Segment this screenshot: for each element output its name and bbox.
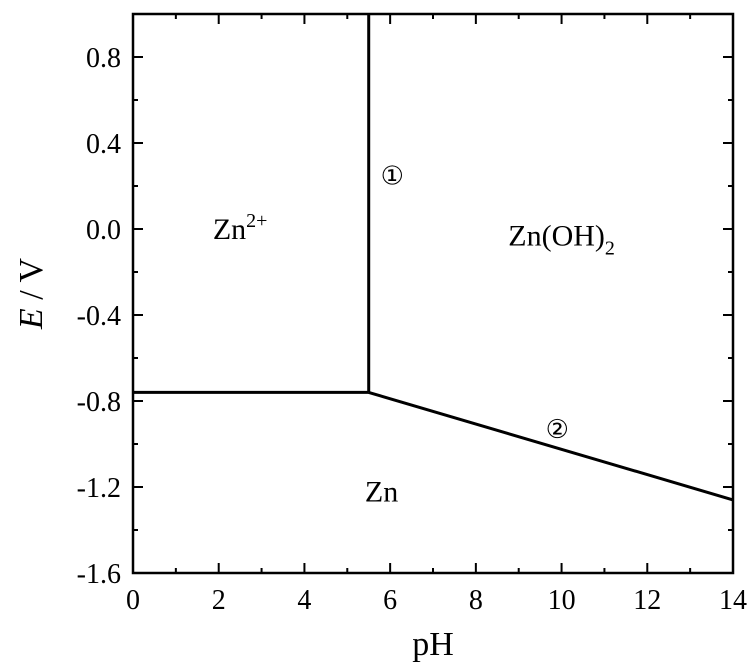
y-axis-unit: / V — [13, 257, 50, 308]
x-tick-label: 14 — [719, 585, 747, 616]
y-axis-title: E / V — [13, 257, 50, 330]
line-marker-1: ① — [381, 161, 404, 191]
y-tick-label: -1.2 — [77, 473, 121, 504]
y-axis-symbol: E — [13, 308, 50, 330]
x-tick-label: 12 — [633, 585, 661, 616]
x-tick-label: 4 — [297, 585, 311, 616]
region-label-subscript: 2 — [605, 237, 615, 259]
line-marker-2: ② — [546, 415, 569, 445]
x-tick-label: 8 — [469, 585, 483, 616]
y-tick-label: 0.0 — [86, 215, 121, 246]
y-axis: 0.8 0.4 0.0 -0.4 -0.8 -1.2 -1.6 — [77, 43, 733, 590]
region-label: Zn — [365, 475, 398, 508]
x-tick-label: 2 — [212, 585, 226, 616]
x-tick-label: 6 — [383, 585, 397, 616]
x-tick-label: 0 — [126, 585, 140, 616]
region-label-superscript: 2+ — [246, 210, 267, 232]
y-tick-label: -0.4 — [77, 301, 121, 332]
region-label: Zn(OH)2 — [508, 219, 615, 259]
plot-frame — [131, 12, 735, 575]
x-tick-label: 10 — [548, 585, 576, 616]
boundary-line-3 — [368, 390, 734, 502]
region-label-base: Zn — [213, 213, 246, 246]
y-tick-label: 0.4 — [86, 129, 121, 160]
y-tick-label: 0.8 — [86, 43, 121, 74]
region-label: Zn2+ — [213, 210, 268, 246]
x-axis: 0 2 4 6 8 10 12 14 — [126, 14, 747, 616]
y-tick-label: -0.8 — [77, 387, 121, 418]
region-label-base: Zn — [365, 475, 398, 508]
x-axis-title: pH — [412, 626, 454, 662]
region-label-base: Zn(OH) — [508, 219, 605, 252]
y-tick-label: -1.6 — [77, 559, 121, 590]
